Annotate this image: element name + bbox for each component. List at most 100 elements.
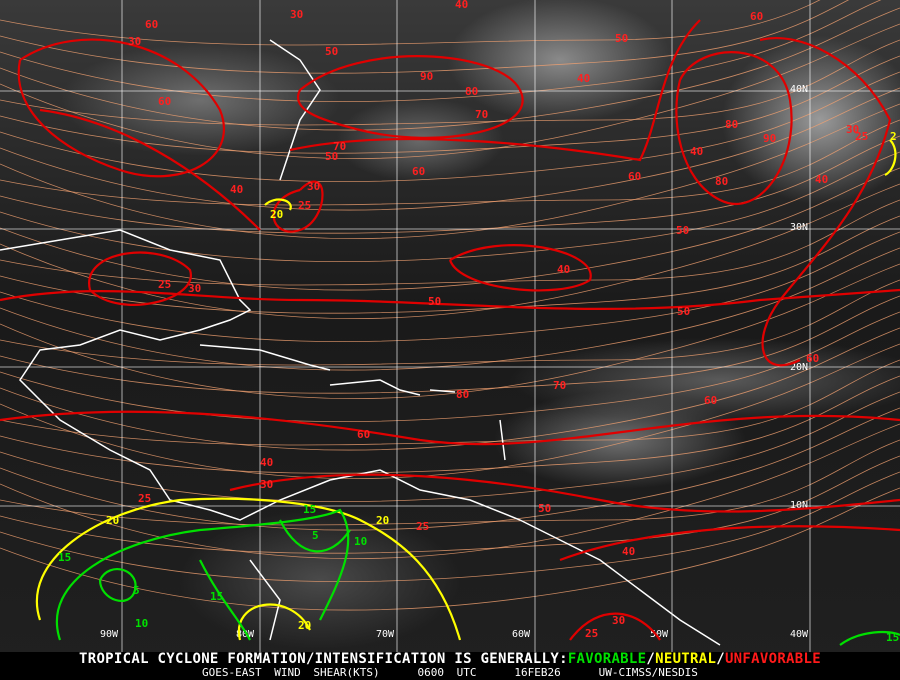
streamline — [0, 55, 900, 154]
contour-unfavorable — [297, 55, 524, 139]
contour-label: 60 — [158, 95, 171, 108]
coastline — [269, 39, 321, 181]
product-line: GOES-EAST WIND SHEAR(KTS) 0600 UTC 16FEB… — [0, 667, 900, 679]
contour-label: 15 — [210, 590, 223, 603]
longitude-label: 90W — [100, 629, 119, 640]
contour-label: 30 — [846, 123, 859, 136]
streamline — [0, 103, 900, 239]
contour-label: 30 — [128, 35, 141, 48]
contour-label: 40 — [230, 183, 243, 196]
streamline — [0, 0, 850, 74]
streamline — [0, 167, 900, 291]
streamline — [0, 71, 900, 183]
contour-label: 40 — [260, 456, 273, 469]
contour-label: 60 — [357, 428, 370, 441]
contour-neutral — [237, 603, 311, 641]
coastline — [199, 344, 331, 371]
contour-unfavorable — [17, 38, 226, 178]
contour-unfavorable — [39, 108, 261, 231]
contour-label: 20 — [106, 514, 119, 527]
contour-label: 90 — [763, 132, 776, 145]
streamline — [0, 135, 900, 234]
streamline — [0, 87, 900, 211]
contour-unfavorable — [448, 244, 592, 292]
contour-favorable — [55, 508, 350, 641]
contour-favorable — [98, 568, 137, 602]
legend-neutral: NEUTRAL — [655, 651, 717, 667]
contour-label: 25 — [585, 627, 598, 640]
longitude-label: 80W — [236, 629, 255, 640]
streamline — [0, 455, 900, 554]
contour-label: 50 — [428, 295, 441, 308]
latitude-label: 40N — [790, 84, 808, 95]
contour-unfavorable — [759, 37, 892, 367]
latitude-label: 10N — [790, 500, 808, 511]
streamline — [0, 199, 900, 286]
contour-label: 50 — [615, 32, 628, 45]
contour-favorable — [839, 630, 900, 646]
streamline — [0, 375, 900, 474]
contour-label: 50 — [538, 502, 551, 515]
map-overlay: 90W 80W 70W 60W 50W 40W 40N 30N 20N 10N 60 30 30 50 40… — [0, 0, 900, 652]
contour-favorable — [279, 519, 351, 553]
contour-label: 30 — [307, 180, 320, 193]
contour-label: 30 — [612, 614, 625, 627]
streamline — [0, 215, 900, 314]
map-footer: TROPICAL CYCLONE FORMATION/INTENSIFICATI… — [0, 652, 900, 680]
coastline — [329, 379, 421, 396]
streamline — [0, 359, 900, 446]
contour-label: 90 — [420, 70, 433, 83]
contour-unfavorable — [559, 525, 900, 562]
longitude-label: 60W — [512, 629, 531, 640]
contour-label: 30 — [260, 478, 273, 491]
contour-label: 60 — [806, 352, 819, 365]
contour-unfavorable — [272, 180, 324, 233]
contour-label: 80 — [725, 118, 738, 131]
contour-label: 25 — [855, 130, 868, 143]
streamline — [0, 263, 900, 399]
streamline — [0, 487, 900, 611]
contour-unfavorable — [0, 288, 900, 310]
contour-label: 15 — [58, 551, 71, 564]
streamline — [0, 151, 900, 263]
contour-label: 20 — [376, 514, 389, 527]
contour-unfavorable — [229, 473, 900, 513]
contour-label: 5 — [133, 584, 140, 597]
streamline — [0, 311, 900, 423]
contour-label: 25 — [158, 278, 171, 291]
contour-label: 70 — [333, 140, 346, 153]
latitude-label: 20N — [790, 362, 808, 373]
streamline — [0, 343, 900, 479]
coastline — [499, 419, 506, 461]
streamline — [0, 279, 900, 366]
streamline — [0, 423, 900, 559]
streamline — [0, 295, 900, 394]
longitude-label: 70W — [376, 629, 395, 640]
contour-label: 80 — [465, 85, 478, 98]
streamline — [0, 439, 900, 526]
contour-label: 80 — [715, 175, 728, 188]
contour-label: 60 — [628, 170, 641, 183]
contour-label: 40 — [815, 173, 828, 186]
contour-label: 30 — [290, 8, 303, 21]
contour-label: 20 — [270, 208, 283, 221]
contour-label: 25 — [298, 199, 311, 212]
longitude-label: 40W — [790, 629, 809, 640]
contour-favorable — [199, 559, 251, 641]
product-date: 16FEB26 — [514, 666, 561, 679]
contour-label: 50 — [325, 45, 338, 58]
contour-label: 60 — [412, 165, 425, 178]
contour-label: 70 — [475, 108, 488, 121]
contour-label: 70 — [553, 379, 566, 392]
contour-unfavorable — [289, 19, 701, 162]
latitude-label: 30N — [790, 222, 808, 233]
contour-label: 80 — [456, 388, 469, 401]
contour-label: 5 — [312, 529, 319, 542]
legend-sep: / — [716, 651, 725, 667]
contour-unfavorable — [675, 51, 793, 206]
coastline — [249, 559, 281, 641]
contour-label: 25 — [138, 492, 151, 505]
product-source: UW-CIMSS/NESDIS — [598, 666, 698, 679]
contour-neutral — [35, 497, 462, 641]
streamline — [0, 7, 900, 131]
